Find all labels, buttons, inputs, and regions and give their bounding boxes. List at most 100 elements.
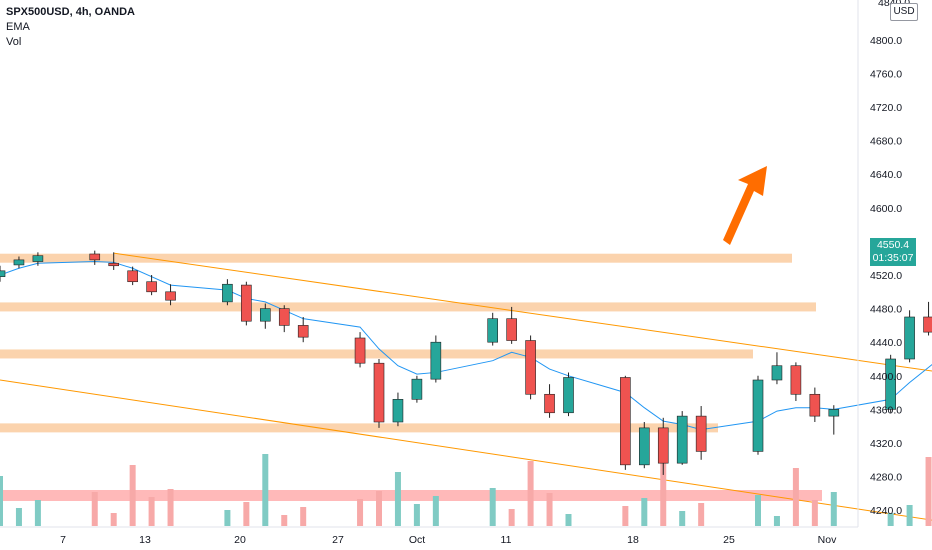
candle-body <box>222 283 233 303</box>
ema-layer <box>0 261 932 431</box>
volume-bar <box>641 498 648 526</box>
volume-bar <box>129 465 136 526</box>
trendlines-layer <box>0 252 932 521</box>
time-tick: 11 <box>501 534 512 546</box>
volume-zone <box>0 490 822 501</box>
candle-body <box>165 291 176 301</box>
volume-bar <box>773 516 780 526</box>
candle-body <box>0 270 6 277</box>
resistance-zone <box>0 349 753 359</box>
volume-bar <box>148 497 155 526</box>
volume-bar <box>887 513 894 526</box>
price-tick: 4600.0 <box>870 203 902 215</box>
price-tick: 4640.0 <box>870 169 902 181</box>
volume-bar <box>34 500 41 526</box>
candle-body <box>809 393 821 417</box>
candle-body <box>752 379 764 452</box>
volume-bar <box>224 510 231 526</box>
volume-bar <box>508 509 515 526</box>
candle-body <box>657 427 669 464</box>
candle-body <box>354 337 366 364</box>
price-tick: 4320.0 <box>870 438 902 450</box>
time-tick: 13 <box>139 534 151 546</box>
volume-bar <box>906 505 913 526</box>
resistance-zone <box>0 423 718 433</box>
resistance-zone <box>0 302 816 312</box>
time-tick: Nov <box>818 534 837 546</box>
legend: SPX500USD, 4h, OANDA EMA Vol <box>6 5 135 50</box>
time-tick: 27 <box>332 534 344 546</box>
price-tick: 4240.0 <box>870 505 902 517</box>
volume-bar <box>925 457 932 526</box>
time-tick: 25 <box>723 534 735 546</box>
up-arrow <box>723 166 767 245</box>
candle-body <box>544 393 555 414</box>
volume-bar <box>243 502 250 526</box>
candle-body <box>790 365 802 395</box>
volume-bar <box>755 495 761 526</box>
volume-bar <box>394 472 401 526</box>
candle-body <box>146 281 157 293</box>
volume-bar <box>489 488 496 526</box>
candle-body <box>923 316 932 333</box>
candle-body <box>373 362 385 423</box>
symbol-title[interactable]: SPX500USD, 4h, OANDA <box>6 6 135 18</box>
price-tick: 4440.0 <box>870 337 902 349</box>
price-tick: 4400.0 <box>870 371 902 383</box>
volume-bar <box>792 468 799 526</box>
candle-body <box>241 284 252 322</box>
currency-button[interactable]: USD <box>890 3 918 21</box>
volume-bar <box>281 515 288 526</box>
vol-legend[interactable]: Vol <box>6 36 22 48</box>
candle-body <box>127 270 138 283</box>
volume-bar <box>660 450 667 526</box>
candle-body <box>506 318 517 341</box>
candle-body <box>771 365 783 381</box>
candle-body <box>620 377 631 466</box>
time-tick: 20 <box>234 534 246 546</box>
candle-body <box>885 358 896 410</box>
zones-layer <box>0 253 822 501</box>
price-tick: 4680.0 <box>870 136 902 148</box>
price-tick: 4360.0 <box>870 404 902 416</box>
volume-bar <box>622 506 629 526</box>
candle-body <box>487 318 499 343</box>
volume-bar <box>565 514 572 526</box>
candle-body <box>676 415 688 464</box>
time-tick: Oct <box>409 534 425 546</box>
candle-body <box>108 262 119 267</box>
volume-layer <box>0 450 932 526</box>
volume-bar <box>357 499 364 526</box>
volume-bar <box>15 508 22 526</box>
volume-bar <box>811 500 818 526</box>
volume-bar <box>546 493 553 526</box>
candle-body <box>278 308 290 326</box>
candle-body <box>695 415 707 452</box>
candle-body <box>13 259 25 266</box>
trendline <box>113 252 932 372</box>
candle-body <box>411 378 423 400</box>
candle-body <box>828 409 840 417</box>
volume-bar <box>413 504 420 526</box>
price-tick: 4760.0 <box>870 68 902 80</box>
arrow-layer <box>723 166 767 245</box>
last-price: 4550.4 <box>876 239 910 251</box>
volume-bar <box>0 476 3 526</box>
price-tick: 4520.0 <box>870 270 902 282</box>
resistance-zone <box>0 253 792 263</box>
volume-bar <box>527 461 534 526</box>
candle-body <box>904 316 915 360</box>
candle-body <box>259 308 271 322</box>
price-tick: 4800.0 <box>870 35 902 47</box>
price-tick: 4720.0 <box>870 102 902 114</box>
volume-bar <box>110 513 117 526</box>
ema-legend[interactable]: EMA <box>6 21 30 33</box>
volume-bar <box>91 492 98 526</box>
candle-body <box>525 340 536 395</box>
candle-body <box>297 325 309 338</box>
candle-body <box>32 255 44 262</box>
candles-layer <box>0 250 932 475</box>
time-axis: 7 13 20 27 Oct 11 18 25 Nov <box>0 526 858 546</box>
